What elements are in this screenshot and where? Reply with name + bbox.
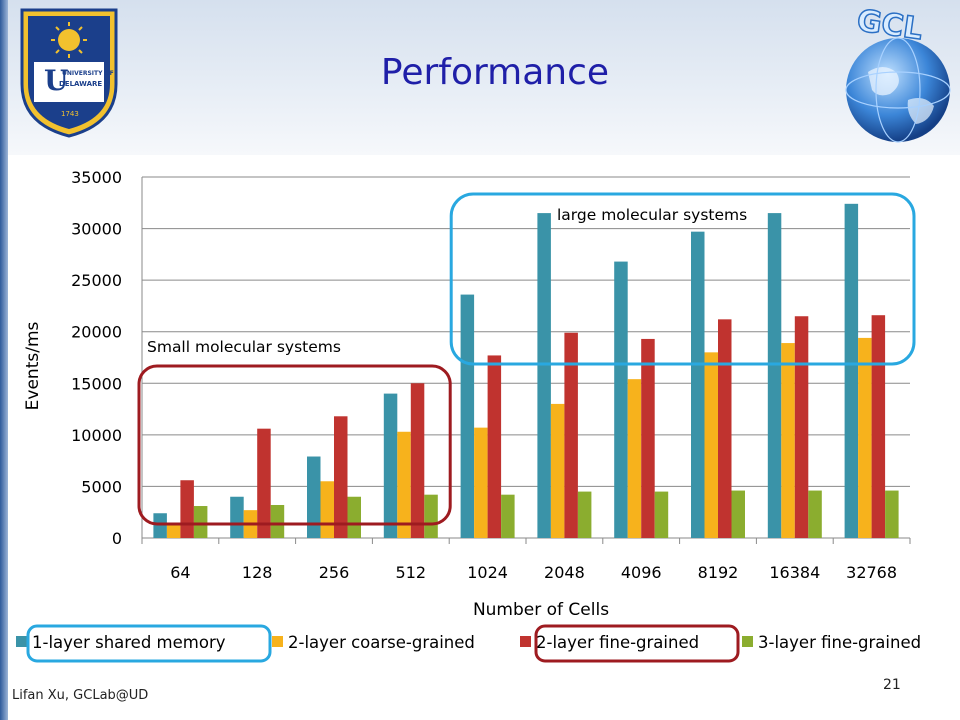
small-systems-highlight-box — [137, 364, 452, 526]
gcl-globe-logo: GCL — [845, 3, 951, 143]
bar — [550, 403, 565, 538]
bar — [474, 427, 488, 538]
small-systems-label: Small molecular systems — [147, 338, 341, 356]
bar — [383, 393, 398, 538]
svg-text:GCL: GCL — [855, 3, 925, 47]
slide-title: Performance — [380, 52, 610, 93]
x-tick-label: 128 — [242, 563, 273, 582]
left-accent-strip — [0, 0, 8, 720]
x-axis-title: Number of Cells — [473, 600, 609, 620]
large-systems-label: large molecular systems — [557, 206, 747, 224]
bar — [166, 524, 181, 538]
legend-highlight-shared-memory — [26, 624, 272, 663]
bar — [270, 504, 285, 538]
bar — [334, 416, 348, 538]
slide-number: 21 — [883, 677, 901, 693]
legend-label: 2-layer coarse-grained — [288, 633, 475, 652]
bar — [410, 383, 425, 538]
university-of-delaware-logo: U UNIVERSITY OF DELAWARE 1743 — [20, 8, 118, 138]
y-tick-label: 20000 — [71, 323, 122, 342]
bar — [501, 494, 515, 538]
svg-text:DELAWARE: DELAWARE — [59, 80, 102, 88]
bar — [614, 261, 628, 538]
footer-author: Lifan Xu, GCLab@UD — [12, 688, 149, 703]
svg-text:U: U — [44, 64, 68, 97]
bar — [885, 490, 899, 538]
y-tick-label: 5000 — [81, 477, 122, 496]
bar — [347, 496, 361, 538]
bar — [577, 491, 592, 538]
legend-label: 1-layer shared memory — [32, 633, 226, 652]
bar — [858, 337, 872, 538]
y-tick-label: 10000 — [71, 426, 122, 445]
bar — [641, 338, 655, 538]
bar — [257, 428, 271, 538]
bar — [794, 316, 809, 538]
x-tick-label: 16384 — [769, 563, 820, 582]
bar — [731, 490, 745, 538]
legend-highlight-fine-grained — [534, 624, 740, 663]
x-tick-label: 2048 — [544, 563, 585, 582]
x-tick-label: 1024 — [467, 563, 508, 582]
legend-label: 3-layer fine-grained — [758, 633, 921, 652]
bar — [320, 481, 334, 538]
legend-swatch — [272, 636, 283, 647]
bar — [844, 203, 859, 538]
bar — [691, 231, 705, 538]
bar — [627, 379, 642, 538]
bar — [397, 431, 411, 538]
legend-label: 2-layer fine-grained — [536, 633, 699, 652]
bar — [654, 491, 669, 538]
bar — [307, 456, 321, 538]
x-tick-label: 512 — [396, 563, 427, 582]
bar — [180, 480, 194, 538]
y-tick-label: 30000 — [71, 220, 122, 239]
x-tick-label: 32768 — [846, 563, 897, 582]
x-tick-label: 256 — [319, 563, 350, 582]
legend-swatch — [742, 636, 753, 647]
y-tick-label: 35000 — [71, 168, 122, 187]
bar — [718, 319, 732, 538]
y-tick-label: 15000 — [71, 374, 122, 393]
x-tick-label: 64 — [170, 563, 190, 582]
legend-swatch — [520, 636, 531, 647]
bar — [871, 315, 886, 538]
bar — [487, 355, 502, 538]
svg-text:1743: 1743 — [61, 110, 79, 118]
x-tick-label: 4096 — [621, 563, 662, 582]
large-systems-highlight-box — [449, 192, 916, 366]
bar — [767, 213, 782, 538]
bar — [230, 496, 244, 538]
bar — [153, 513, 167, 538]
sun-icon — [58, 29, 80, 51]
y-axis-title: Events/ms — [23, 322, 43, 411]
bar — [193, 506, 208, 538]
bar — [424, 494, 438, 538]
x-tick-label: 8192 — [698, 563, 739, 582]
header-band — [0, 0, 960, 155]
y-tick-label: 25000 — [71, 271, 122, 290]
bar-chart: 0 5000 10000 15000 20000 25000 30000 35000 64 128… — [16, 168, 921, 663]
y-tick-label: 0 — [112, 529, 122, 548]
bar — [564, 332, 578, 538]
bar — [704, 352, 718, 538]
legend-swatch — [16, 636, 27, 647]
svg-text:UNIVERSITY OF: UNIVERSITY OF — [62, 70, 114, 77]
bar — [460, 294, 475, 538]
bar — [537, 213, 551, 538]
bar — [781, 343, 795, 538]
bar — [808, 490, 822, 538]
